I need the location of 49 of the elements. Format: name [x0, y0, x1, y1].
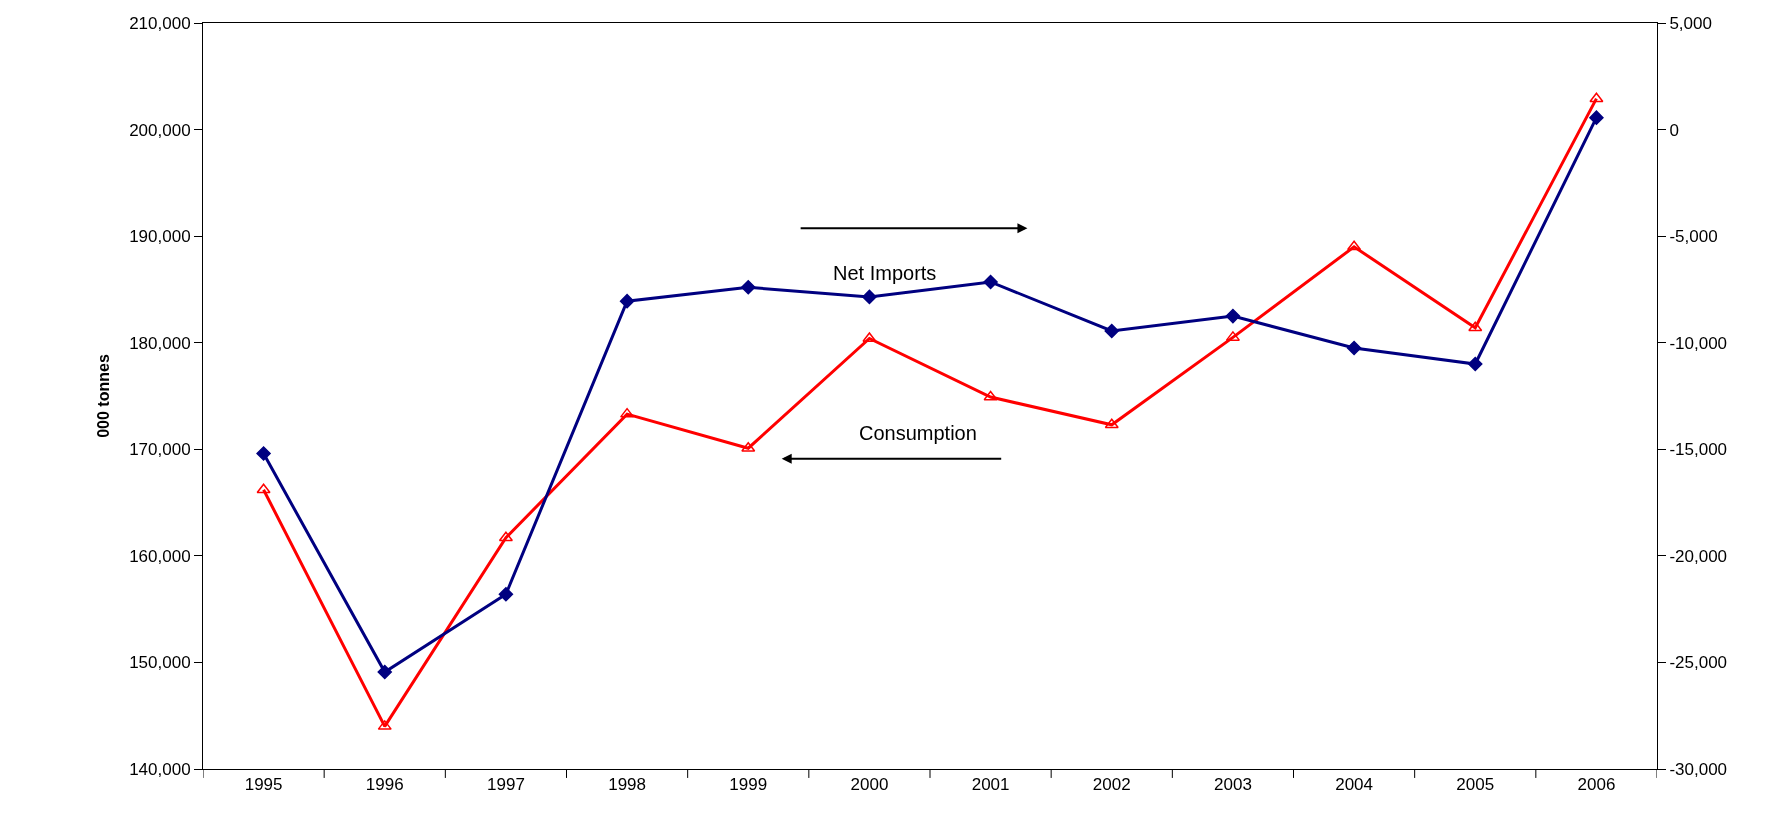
y2-tick-label: -20,000 [1669, 546, 1728, 566]
point [862, 289, 877, 305]
y2-tick-label: -30,000 [1669, 759, 1728, 779]
x-tick-label: 2000 [850, 775, 889, 795]
point [1589, 92, 1604, 103]
point [741, 441, 756, 452]
point [256, 446, 271, 461]
y-tick-label: 190,000 [129, 227, 191, 247]
y-tick-label: 140,000 [129, 759, 191, 779]
point [1468, 356, 1483, 372]
x-tick-label: 1995 [244, 775, 283, 795]
annotation: Consumption [859, 422, 977, 444]
x-tick-label: 1996 [365, 775, 404, 795]
annotation: Net Imports [833, 262, 937, 284]
point [1346, 340, 1362, 356]
point [377, 664, 392, 680]
y-tick-label: 170,000 [129, 440, 191, 460]
x-tick-label: 1997 [487, 775, 525, 795]
point [498, 586, 514, 602]
x-tick-label: 2004 [1335, 775, 1373, 795]
point [619, 293, 635, 309]
y2-tick-label: -15,000 [1669, 440, 1728, 460]
y-tick-label: 160,000 [129, 546, 191, 566]
point [983, 390, 998, 401]
point [983, 274, 998, 290]
y2-tick-label: 0 [1669, 120, 1679, 140]
point [1468, 321, 1483, 332]
y-tick-label: 150,000 [129, 653, 191, 673]
point [1225, 308, 1241, 324]
point [1104, 323, 1119, 339]
x-tick-label: 1999 [729, 775, 768, 795]
x-tick-label: 2005 [1456, 775, 1495, 795]
point [1104, 418, 1119, 429]
y-axis-title: 000 tonnes [95, 354, 113, 438]
y-tick-label: 210,000 [129, 13, 191, 33]
x-tick-label: 2002 [1092, 775, 1131, 795]
y-tick-label: 180,000 [129, 333, 191, 353]
x-tick-label: 2001 [971, 775, 1010, 795]
point [256, 483, 271, 494]
y2-tick-label: -25,000 [1669, 653, 1728, 673]
y2-tick-label: -5,000 [1669, 227, 1718, 247]
x-tick-label: 2006 [1577, 775, 1616, 795]
point [741, 280, 756, 295]
y2-tick-label: -10,000 [1669, 333, 1728, 353]
y2-tick-label: 5,000 [1669, 13, 1712, 33]
point [1589, 110, 1604, 125]
y-tick-label: 200,000 [129, 120, 191, 140]
x-tick-label: 1998 [608, 775, 646, 795]
x-tick-label: 2003 [1214, 775, 1252, 795]
